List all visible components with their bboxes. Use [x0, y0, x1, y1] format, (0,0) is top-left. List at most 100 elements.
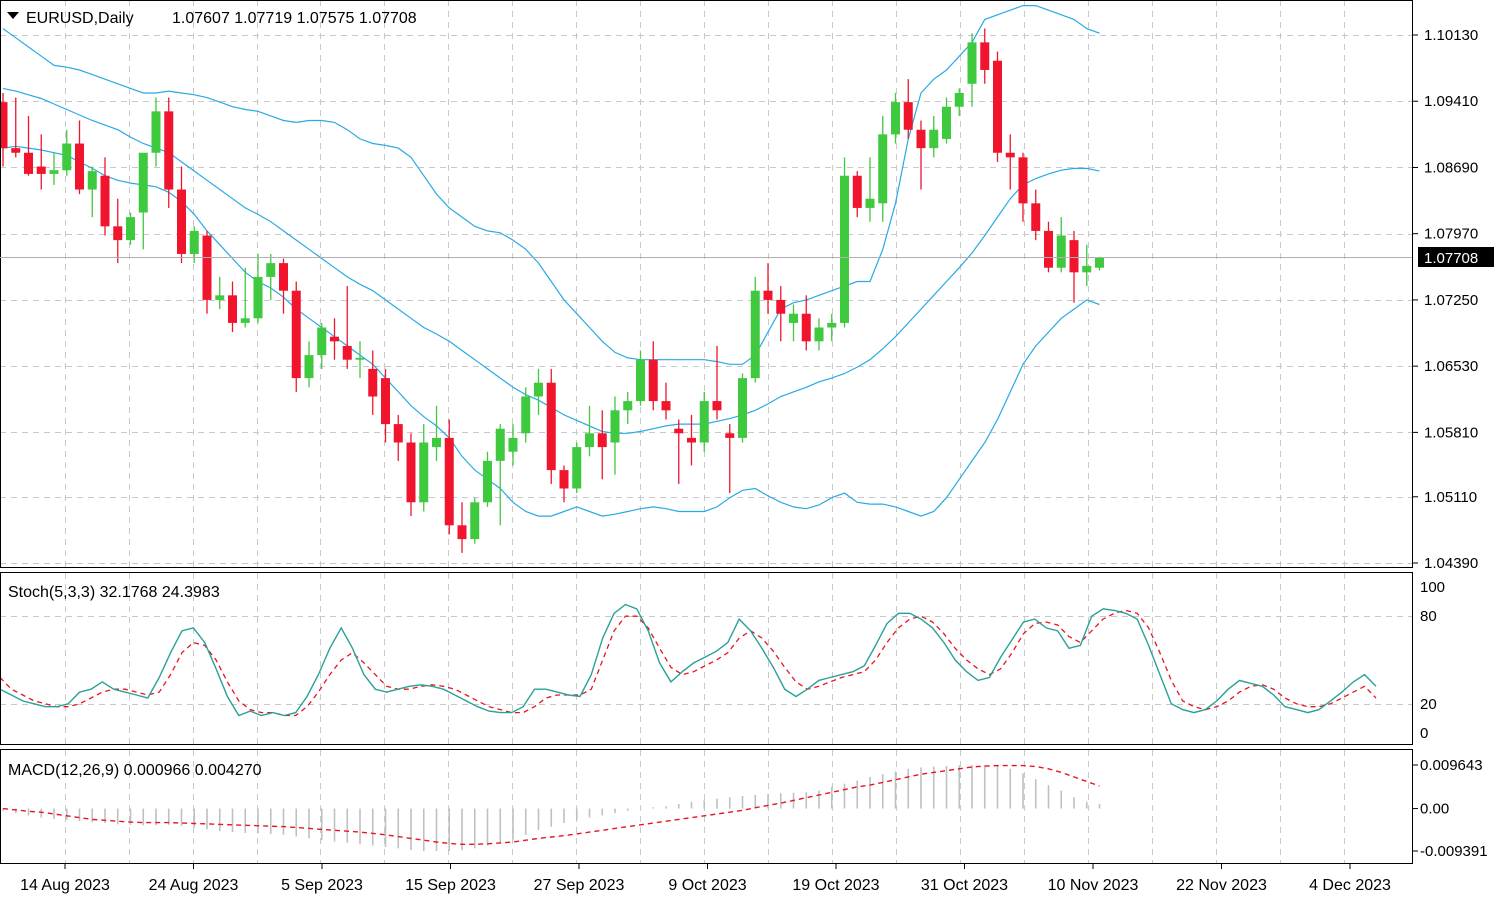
candle-body	[62, 143, 72, 171]
price-tick-label: 1.05110	[1424, 489, 1477, 506]
price-tick-label: 1.09410	[1424, 93, 1478, 110]
candle-body	[508, 437, 518, 452]
candle-body	[674, 428, 684, 434]
candle-body	[776, 299, 786, 314]
candle-body	[572, 447, 582, 489]
candle-body	[406, 442, 416, 503]
candle-body	[11, 148, 21, 153]
candle-body	[495, 428, 505, 461]
price-tick-label: 1.07970	[1424, 226, 1478, 243]
candle-body	[993, 60, 1002, 153]
macd-series	[2, 764, 1101, 852]
candle-body	[100, 175, 110, 227]
candle-body	[126, 217, 135, 241]
candle-body	[827, 322, 837, 328]
candle-body	[738, 378, 747, 438]
candle-body	[304, 355, 314, 379]
candle-body	[393, 424, 403, 443]
candle-body	[648, 359, 658, 402]
candle-body	[228, 295, 237, 323]
candle-body	[279, 263, 288, 291]
candle-body	[1082, 265, 1092, 273]
candle-body	[317, 327, 327, 356]
candle-body	[1018, 157, 1028, 204]
candle-body	[623, 401, 633, 411]
candle-body	[381, 378, 390, 425]
stoch-tick-label: 0	[1420, 725, 1428, 742]
macd-tick-label: 0.00	[1420, 801, 1449, 818]
candle-body	[954, 92, 964, 107]
time-tick-label: 24 Aug 2023	[149, 877, 239, 894]
stoch-axis: 100 80 20 0	[1420, 579, 1445, 742]
candle-body	[559, 470, 569, 489]
candle-body	[0, 102, 8, 149]
macd-title: MACD(12,26,9) 0.000966 0.004270	[8, 762, 262, 779]
candle-body	[546, 382, 556, 471]
time-tick-label: 15 Sep 2023	[405, 877, 496, 894]
candle-body	[980, 42, 990, 70]
candle-body	[725, 433, 735, 438]
candle-body	[699, 401, 709, 443]
price-tick-label: 1.07250	[1424, 292, 1478, 309]
candle-body	[750, 290, 760, 379]
macd-tick-label: -0.009391	[1420, 843, 1488, 860]
candle-body	[202, 235, 212, 300]
candle-body	[763, 290, 773, 300]
candle-body	[840, 175, 849, 323]
candle-body	[1056, 235, 1066, 268]
candle-body	[189, 230, 199, 254]
time-tick-label: 4 Dec 2023	[1309, 877, 1391, 894]
candlesticks	[0, 28, 1104, 553]
symbol-title: EURUSD,Daily	[26, 10, 134, 27]
stoch-tick-label: 100	[1420, 579, 1445, 596]
candle-body	[903, 102, 913, 130]
candle-body	[801, 313, 811, 342]
candle-body	[368, 368, 378, 397]
candle-body	[138, 152, 148, 213]
current-price-box	[1418, 247, 1494, 267]
stoch-signal-line	[0, 609, 1377, 717]
candle-body	[942, 106, 951, 139]
candle-body	[330, 336, 339, 342]
candle-body	[712, 401, 722, 411]
candle-body	[444, 437, 454, 526]
candle-body	[342, 345, 352, 360]
candle-body	[1044, 230, 1053, 268]
candle-body	[814, 327, 824, 342]
candle-body	[585, 433, 594, 448]
price-tick-label: 1.04390	[1424, 555, 1478, 572]
candle-body	[636, 359, 645, 402]
candle-body	[534, 382, 543, 397]
candle-body	[24, 152, 33, 174]
time-tick-label: 31 Oct 2023	[921, 877, 1008, 894]
price-tick-label: 1.10130	[1424, 27, 1478, 44]
time-axis: 14 Aug 2023 24 Aug 2023 5 Sep 2023 15 Sep 2…	[20, 863, 1391, 894]
candle-body	[87, 171, 97, 190]
dropdown-triangle-icon[interactable]	[7, 12, 19, 19]
candle-body	[266, 263, 276, 277]
candle-body	[432, 437, 441, 448]
candle-body	[1031, 203, 1041, 231]
stoch-main-line	[0, 603, 1377, 717]
candle-body	[49, 170, 59, 174]
candle-body	[597, 433, 607, 448]
candle-body	[177, 189, 186, 254]
candle-body	[215, 295, 225, 300]
candle-body	[1005, 152, 1015, 158]
candle-body	[929, 129, 939, 149]
price-axis: 1.10130 1.09410 1.08690 1.07970 1.07250 1.065…	[1412, 27, 1478, 572]
pane-frames	[0, 0, 1413, 864]
candle-body	[521, 396, 531, 434]
time-tick-label: 10 Nov 2023	[1048, 877, 1139, 894]
candle-body	[916, 129, 926, 149]
candle-body	[610, 410, 620, 443]
candle-body	[878, 134, 888, 204]
candle-body	[419, 442, 429, 503]
candle-body	[355, 357, 365, 360]
stochastic-lines	[0, 603, 1377, 717]
candle-body	[36, 166, 46, 174]
candle-body	[164, 111, 174, 190]
macd-axis: 0.009643 0.00 -0.009391	[1412, 757, 1488, 860]
price-tick-label: 1.05810	[1424, 424, 1478, 441]
